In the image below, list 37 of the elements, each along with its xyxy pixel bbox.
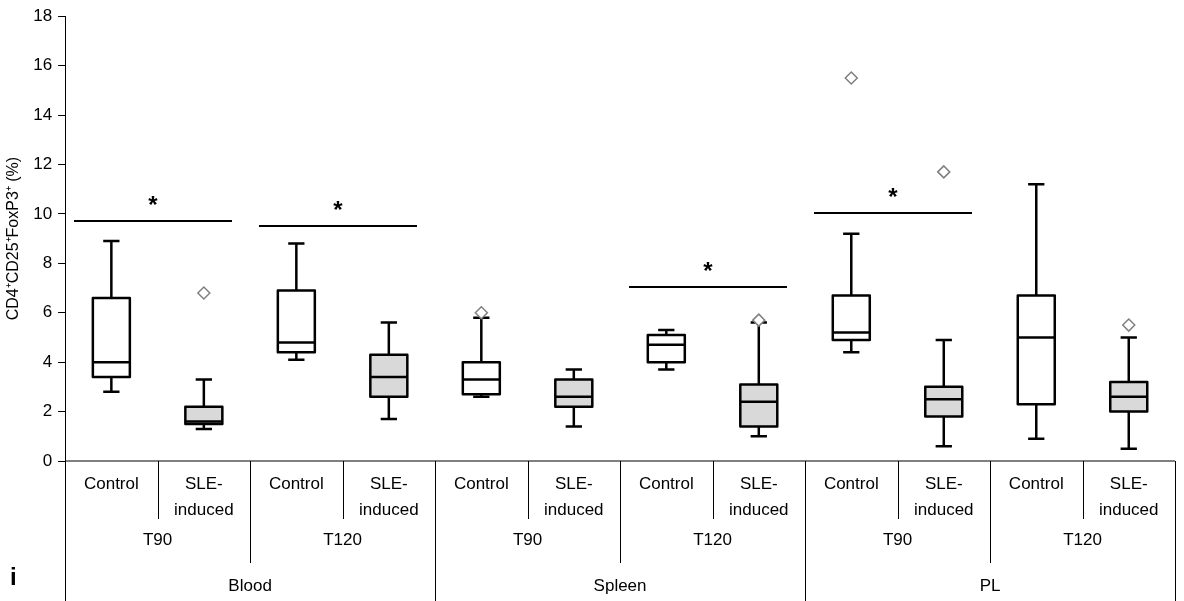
x-tick-label: Control: [83, 473, 139, 493]
x-tick-label: Control: [1008, 473, 1064, 493]
x-tick-label: Control: [268, 473, 324, 493]
y-tick-label: 12: [33, 154, 53, 174]
text: T120: [1063, 529, 1102, 549]
x-tick-label: SLE-induced: [913, 473, 974, 519]
y-tick-label: 6: [42, 302, 53, 322]
annotation: *: [148, 191, 159, 218]
x-tick-label: Control: [823, 473, 879, 493]
y-tick-label: 10: [33, 203, 53, 223]
text: T90: [882, 529, 913, 549]
y-tick-label: 14: [33, 104, 53, 124]
annotation: *: [333, 196, 344, 223]
text: PL: [979, 575, 1001, 595]
y-tick-label: 4: [42, 351, 53, 371]
text: Spleen: [593, 575, 647, 595]
y-tick-label: 0: [42, 450, 53, 470]
y-tick-label: 8: [42, 253, 53, 272]
x-tick-label: SLE-induced: [544, 473, 604, 519]
text: T90: [142, 529, 173, 549]
x-tick-label: SLE-induced: [729, 473, 789, 519]
text: T90: [512, 529, 543, 549]
y-tick-label: 18: [33, 5, 53, 25]
text: Blood: [228, 575, 272, 595]
y-tick-label: 2: [42, 401, 53, 421]
annotation: *: [703, 257, 714, 284]
x-tick-label: SLE-induced: [1098, 473, 1159, 519]
text: i: [10, 562, 17, 590]
y-axis-title: CD4⁺CD25⁺FoxP3⁺ (%): [4, 156, 22, 321]
annotation: *: [888, 183, 899, 210]
y-tick-label: 16: [33, 55, 53, 75]
x-tick-label: Control: [453, 473, 509, 493]
x-tick-label: SLE-induced: [174, 473, 234, 519]
text: T120: [323, 529, 362, 549]
text: T120: [693, 529, 732, 549]
x-tick-label: Control: [638, 473, 694, 493]
x-tick-label: SLE-induced: [359, 473, 419, 519]
